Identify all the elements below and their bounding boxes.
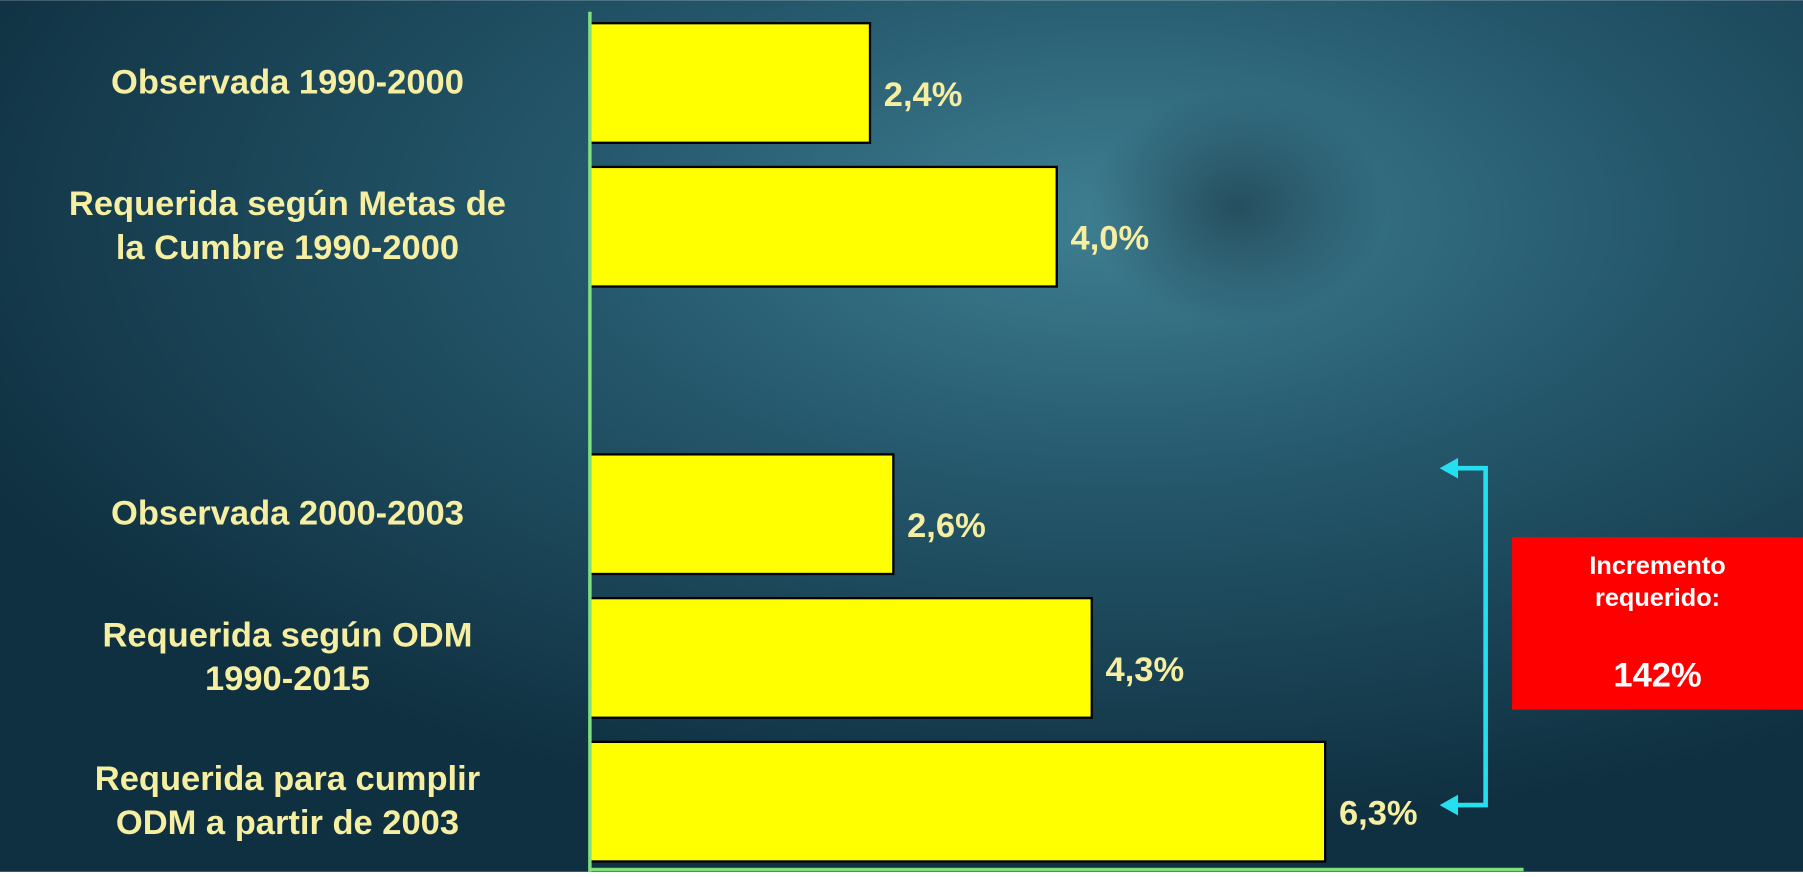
value-label: 4,0% xyxy=(1071,220,1150,258)
bar xyxy=(590,598,1092,718)
annotation-text: 142% xyxy=(1512,653,1803,699)
annotation-title: Incremento requerido: xyxy=(1512,550,1803,614)
category-label: Observada 1990-2000 xyxy=(0,11,575,155)
value-label: 4,3% xyxy=(1106,651,1185,689)
category-label-box: Observada 1990-2000 xyxy=(0,11,575,155)
category-label: Observada 2000-2003 xyxy=(0,442,575,586)
background-shade xyxy=(908,69,1506,529)
chart: Observada 1990-2000 2,4% Requerida según M… xyxy=(0,0,1803,872)
category-label-box: Observada 2000-2003 xyxy=(0,442,575,586)
bar xyxy=(590,742,1325,862)
annotation-text-box: 142% xyxy=(1512,653,1803,704)
category-label-box: Requerida para cumplir ODM a partir de 2… xyxy=(0,730,575,872)
bar xyxy=(590,167,1057,287)
category-label: Requerida para cumplir ODM a partir de 2… xyxy=(0,730,575,872)
bar xyxy=(590,23,870,143)
value-label: 6,3% xyxy=(1339,795,1418,833)
category-label: Requerida según Metas de la Cumbre 1990-… xyxy=(0,155,575,299)
value-label: 2,6% xyxy=(907,507,986,545)
value-label: 2,4% xyxy=(884,76,963,114)
category-label-box: Requerida según Metas de la Cumbre 1990-… xyxy=(0,155,575,299)
bar xyxy=(590,454,893,574)
category-label: Requerida según ODM 1990-2015 xyxy=(0,586,575,730)
annotation-title-box: Incremento requerido: xyxy=(1512,550,1803,630)
category-label-box: Requerida según ODM 1990-2015 xyxy=(0,586,575,730)
page: Observada 1990-2000 2,4% Requerida según M… xyxy=(0,0,1803,872)
